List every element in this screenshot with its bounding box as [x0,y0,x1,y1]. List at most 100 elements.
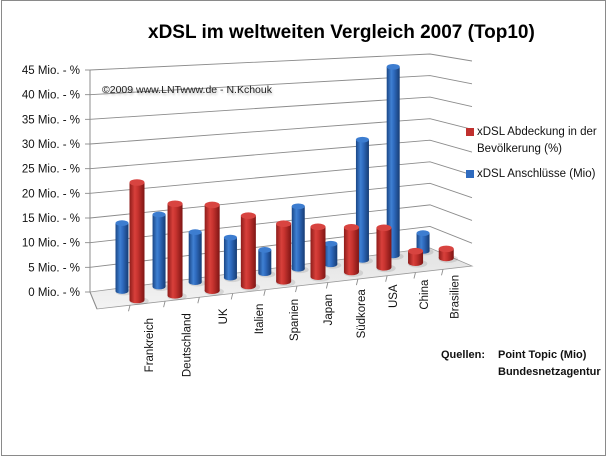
x-tick-label: China [419,279,431,310]
bar-body [223,237,237,278]
legend-label-line: xDSL Anschlüsse (Mio) [477,168,596,180]
legend-swatch-red [466,128,474,136]
x-tick-mark [128,305,131,312]
bar-body [276,223,292,282]
legend-label-line: xDSL Abdeckung in der [477,126,597,138]
bar-body [324,243,338,265]
bar-body [416,233,430,251]
bar-anschluesse-0 [115,220,133,296]
sources-label: Quellen: [441,349,486,361]
bar-anschluesse-7 [355,136,373,265]
gridline [89,53,473,71]
legend: xDSL Abdeckung in der Bevölkerung (%) xD… [466,124,606,183]
x-axis-tick-marks [128,269,444,312]
bar-abdeckung-5 [310,223,330,282]
y-axis-tick-labels: 0 Mio. - % 5 Mio. - % 10 Mio. - % 15 Mio. -… [22,65,80,299]
x-tick-mark [325,282,329,289]
bar-abdeckung-1 [167,200,187,301]
y-tick-label: 0 Mio. - % [28,287,80,299]
gridline [89,204,473,244]
x-tick-mark [413,272,416,279]
y-tick-label: 10 Mio. - % [22,238,80,250]
bar-top [223,234,237,241]
bar-body [386,66,400,256]
bar-top [310,223,326,231]
bar-top [129,179,145,186]
bar-body [152,214,166,287]
legend-item-abdeckung: xDSL Abdeckung in der Bevölkerung (%) [466,124,606,158]
bar-abdeckung-9 [438,245,458,263]
bar-abdeckung-7 [376,224,396,273]
x-tick-mark [355,278,359,286]
bar-anschluesse-3 [223,234,241,283]
source-line: Point Topic (Mio) [498,349,587,361]
bar-top [291,203,305,210]
bar-body [438,248,454,258]
bar-top [204,201,220,209]
x-tick-mark [263,289,266,296]
x-tick-label: UK [218,308,230,324]
x-tick-mark [197,297,200,304]
side-wall [430,54,472,266]
bar-top [438,245,454,253]
gridline [89,96,473,120]
gridline [89,182,473,219]
bar-top [416,230,430,237]
x-tick-label: Japan [323,294,335,325]
x-axis-tick-labels: Frankreich Deutschland UK Italien Spanien Jap… [144,275,462,377]
x-tick-label: Südkorea [356,289,368,339]
bar-top [258,246,272,253]
bar-body [115,223,129,291]
x-tick-label: Brasilien [450,275,462,319]
gridline [89,75,473,96]
gridline [89,225,473,268]
series-abdeckung-bars [129,179,458,305]
bar-top [240,212,256,219]
bar-body [343,227,359,272]
bar-abdeckung-8 [407,247,428,268]
chart-title: xDSL im weltweiten Vergleich 2007 (Top10… [148,22,535,43]
series-anschluesse-bars [115,63,434,296]
x-tick-label: Spanien [289,299,301,341]
bar-body [291,206,305,269]
bar-abdeckung-0 [129,179,149,305]
y-tick-label: 25 Mio. - % [22,164,80,176]
bar-body [258,249,272,274]
y-tick-label: 45 Mio. - % [22,65,80,77]
legend-label-line: Bevölkerung (%) [477,143,563,155]
bar-body [355,139,369,260]
gridlines [85,53,473,293]
bar-body [376,227,392,268]
legend-item-anschluesse: xDSL Anschlüsse (Mio) [466,166,606,183]
y-tick-label: 35 Mio. - % [22,114,80,126]
bar-top [408,247,424,255]
x-tick-mark [163,301,166,308]
bar-top [276,220,292,228]
x-tick-label: Deutschland [182,313,194,377]
bar-top [355,136,369,143]
bar-top [188,229,202,235]
copyright-note: ©2009 www.LNTwww.de - N.Kchouk [102,84,272,96]
x-tick-mark [230,293,234,300]
bar-body [188,232,202,283]
x-tick-mark [385,275,388,282]
bar-anschluesse-6 [324,240,342,269]
legend-swatch-blue [466,170,474,178]
y-tick-label: 20 Mio. - % [22,188,80,200]
x-tick-mark [441,269,444,276]
bar-body [167,203,183,296]
bar-body [310,226,326,277]
gridline [89,161,473,194]
bar-body [204,204,220,291]
bar-body [129,182,145,300]
floor-left-edge [89,291,98,310]
bar-anschluesse-1 [152,211,170,291]
x-tick-label: USA [388,284,400,308]
y-tick-label: 15 Mio. - % [22,213,80,225]
bar-anschluesse-4 [258,246,276,278]
bar-abdeckung-3 [240,212,261,291]
bar-abdeckung-4 [275,220,296,287]
gridline [89,139,473,170]
